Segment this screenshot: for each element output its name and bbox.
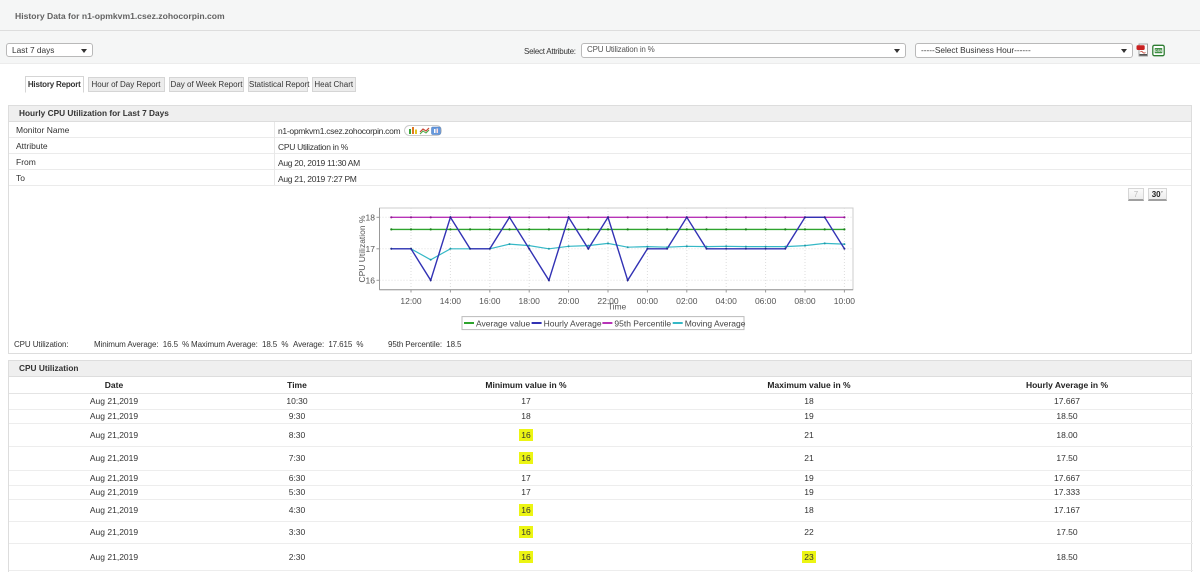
svg-text:20:00: 20:00 — [558, 296, 580, 306]
svg-text:14:00: 14:00 — [440, 296, 462, 306]
svg-text:22:00: 22:00 — [597, 296, 619, 306]
svg-text:Moving Average: Moving Average — [685, 318, 746, 328]
svg-text:04:00: 04:00 — [716, 296, 738, 306]
svg-text:00:00: 00:00 — [637, 296, 659, 306]
svg-text:CSV: CSV — [1155, 49, 1163, 53]
svg-text:02:00: 02:00 — [676, 296, 698, 306]
svg-text:95th Percentile: 95th Percentile — [614, 318, 671, 328]
svg-text:12:00: 12:00 — [400, 296, 422, 306]
svg-text:Average value: Average value — [476, 318, 530, 328]
svg-text:18:00: 18:00 — [519, 296, 541, 306]
svg-text:16:00: 16:00 — [479, 296, 501, 306]
svg-text:CPU Utilization %: CPU Utilization % — [357, 215, 367, 283]
svg-text:10:00: 10:00 — [834, 296, 856, 306]
svg-text:17: 17 — [366, 244, 376, 254]
svg-text:18: 18 — [366, 212, 376, 222]
svg-text:08:00: 08:00 — [794, 296, 816, 306]
svg-text:06:00: 06:00 — [755, 296, 777, 306]
svg-text:Hourly Average: Hourly Average — [544, 318, 602, 328]
svg-text:Time: Time — [608, 302, 627, 312]
svg-text:16: 16 — [366, 275, 376, 285]
